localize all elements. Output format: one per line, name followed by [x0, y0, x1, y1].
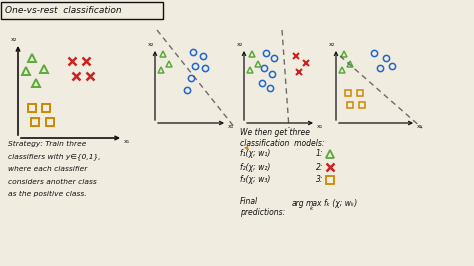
- Text: 1:: 1:: [316, 149, 323, 159]
- Text: Strategy: Train three: Strategy: Train three: [8, 141, 86, 147]
- Text: arg: arg: [292, 198, 305, 207]
- Text: x₁: x₁: [317, 124, 323, 129]
- Text: x₂: x₂: [148, 42, 154, 47]
- Text: predictions:: predictions:: [240, 208, 285, 217]
- Text: x₁: x₁: [417, 124, 423, 129]
- Text: as the positive class.: as the positive class.: [8, 191, 87, 197]
- Text: classification  models:: classification models:: [240, 139, 325, 148]
- Text: x₂: x₂: [329, 42, 335, 47]
- Text: f₂(χ; w₂): f₂(χ; w₂): [240, 163, 270, 172]
- Text: x₁: x₁: [124, 139, 130, 144]
- Text: f₃(χ; w₃): f₃(χ; w₃): [240, 176, 270, 185]
- Text: 3:: 3:: [316, 176, 323, 185]
- Text: where each classifier: where each classifier: [8, 166, 87, 172]
- FancyBboxPatch shape: [1, 2, 163, 19]
- Text: Final: Final: [240, 197, 258, 206]
- Text: We then get three: We then get three: [240, 128, 310, 137]
- Text: max: max: [306, 198, 322, 207]
- Text: x₂: x₂: [237, 42, 243, 47]
- Text: x₂: x₂: [11, 37, 17, 42]
- Text: fₖ (χ; wₖ): fₖ (χ; wₖ): [324, 198, 357, 207]
- Text: k: k: [310, 206, 313, 210]
- Text: considers another class: considers another class: [8, 178, 97, 185]
- Text: One-vs-rest  classification: One-vs-rest classification: [5, 6, 122, 15]
- Text: x₁: x₁: [228, 124, 234, 129]
- Text: f₁(χ; w₁): f₁(χ; w₁): [240, 149, 270, 159]
- Text: 2:: 2:: [316, 163, 323, 172]
- Text: classifiers with y∈{0,1},: classifiers with y∈{0,1},: [8, 153, 100, 160]
